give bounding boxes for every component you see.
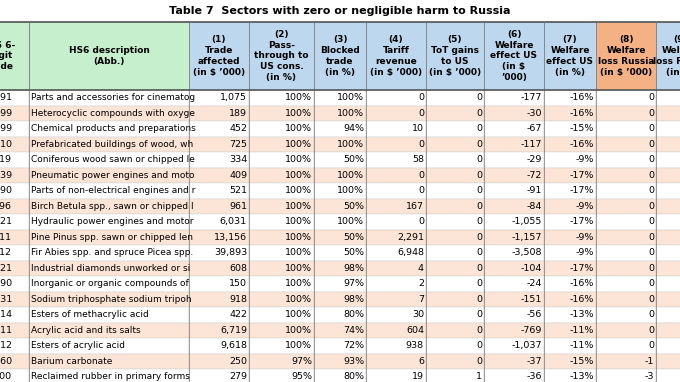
- Text: -9%: -9%: [576, 248, 594, 257]
- Bar: [0, 245, 29, 261]
- Bar: [366, 152, 426, 167]
- Text: -11%: -11%: [570, 326, 594, 335]
- Text: 13,156: 13,156: [214, 233, 247, 242]
- Bar: [426, 199, 484, 214]
- Bar: [544, 121, 596, 136]
- Text: 72%: 72%: [343, 341, 364, 350]
- Text: 167: 167: [406, 202, 424, 211]
- Bar: [189, 338, 249, 353]
- Bar: [484, 261, 544, 276]
- Text: 0: 0: [648, 295, 654, 304]
- Bar: [656, 307, 680, 322]
- Text: 918: 918: [229, 295, 247, 304]
- Text: 0: 0: [476, 341, 482, 350]
- Text: 6,031: 6,031: [220, 217, 247, 226]
- Text: 150: 150: [229, 279, 247, 288]
- Text: 0: 0: [476, 264, 482, 273]
- Bar: [426, 90, 484, 105]
- Text: HS6 description
(Abb.): HS6 description (Abb.): [69, 46, 150, 66]
- Bar: [544, 276, 596, 291]
- Bar: [189, 183, 249, 199]
- Bar: [544, 214, 596, 230]
- Text: 100%: 100%: [337, 93, 364, 102]
- Text: (4)
Tariff
revenue
(in $ ’000): (4) Tariff revenue (in $ ’000): [370, 36, 422, 77]
- Text: 100%: 100%: [285, 248, 312, 257]
- Bar: [366, 230, 426, 245]
- Text: 9,618: 9,618: [220, 341, 247, 350]
- Bar: [29, 105, 189, 121]
- Text: 100%: 100%: [285, 295, 312, 304]
- Bar: [189, 152, 249, 167]
- Bar: [656, 369, 680, 382]
- Text: Pine Pinus spp. sawn or chipped len: Pine Pinus spp. sawn or chipped len: [31, 233, 193, 242]
- Text: 0: 0: [648, 171, 654, 180]
- Bar: [366, 338, 426, 353]
- Bar: [0, 369, 29, 382]
- Text: -91: -91: [526, 186, 542, 195]
- Bar: [596, 291, 656, 307]
- Bar: [426, 183, 484, 199]
- Text: Fir Abies spp. and spruce Picea spp.: Fir Abies spp. and spruce Picea spp.: [31, 248, 193, 257]
- Bar: [656, 261, 680, 276]
- Text: 0: 0: [476, 186, 482, 195]
- Bar: [426, 230, 484, 245]
- Text: Industrial diamonds unworked or si: Industrial diamonds unworked or si: [31, 264, 190, 273]
- Text: -151: -151: [521, 295, 542, 304]
- Bar: [314, 353, 366, 369]
- Bar: [29, 322, 189, 338]
- Text: 283531: 283531: [0, 295, 12, 304]
- Text: -16%: -16%: [570, 140, 594, 149]
- Text: Inorganic or organic compounds of: Inorganic or organic compounds of: [31, 279, 189, 288]
- Text: -1: -1: [645, 357, 654, 366]
- Text: 0: 0: [648, 248, 654, 257]
- Bar: [596, 369, 656, 382]
- Bar: [249, 230, 314, 245]
- Bar: [189, 199, 249, 214]
- Text: 6,948: 6,948: [397, 248, 424, 257]
- Bar: [484, 230, 544, 245]
- Text: -36: -36: [526, 372, 542, 381]
- Text: Heterocyclic compounds with oxyge: Heterocyclic compounds with oxyge: [31, 109, 195, 118]
- Text: 422: 422: [229, 310, 247, 319]
- Bar: [366, 369, 426, 382]
- Bar: [29, 22, 189, 90]
- Text: -117: -117: [521, 140, 542, 149]
- Text: 50%: 50%: [343, 202, 364, 211]
- Bar: [366, 291, 426, 307]
- Text: 2: 2: [418, 279, 424, 288]
- Text: 100%: 100%: [285, 279, 312, 288]
- Text: -37: -37: [526, 357, 542, 366]
- Bar: [366, 90, 426, 105]
- Text: 0: 0: [418, 140, 424, 149]
- Bar: [484, 183, 544, 199]
- Bar: [0, 105, 29, 121]
- Bar: [596, 183, 656, 199]
- Text: 4: 4: [418, 264, 424, 273]
- Bar: [189, 121, 249, 136]
- Text: 0: 0: [648, 233, 654, 242]
- Bar: [596, 245, 656, 261]
- Text: 940610: 940610: [0, 140, 12, 149]
- Text: -29: -29: [526, 155, 542, 164]
- Text: -24: -24: [526, 279, 542, 288]
- Bar: [249, 307, 314, 322]
- Bar: [314, 369, 366, 382]
- Bar: [314, 105, 366, 121]
- Bar: [596, 152, 656, 167]
- Text: -9%: -9%: [576, 202, 594, 211]
- Bar: [0, 322, 29, 338]
- Text: 710221: 710221: [0, 264, 12, 273]
- Bar: [426, 22, 484, 90]
- Text: 283660: 283660: [0, 357, 12, 366]
- Bar: [314, 199, 366, 214]
- Bar: [0, 90, 29, 105]
- Bar: [314, 136, 366, 152]
- Text: 50%: 50%: [343, 248, 364, 257]
- Bar: [189, 369, 249, 382]
- Bar: [426, 322, 484, 338]
- Bar: [596, 136, 656, 152]
- Text: 0: 0: [418, 109, 424, 118]
- Bar: [484, 291, 544, 307]
- Bar: [189, 276, 249, 291]
- Bar: [544, 307, 596, 322]
